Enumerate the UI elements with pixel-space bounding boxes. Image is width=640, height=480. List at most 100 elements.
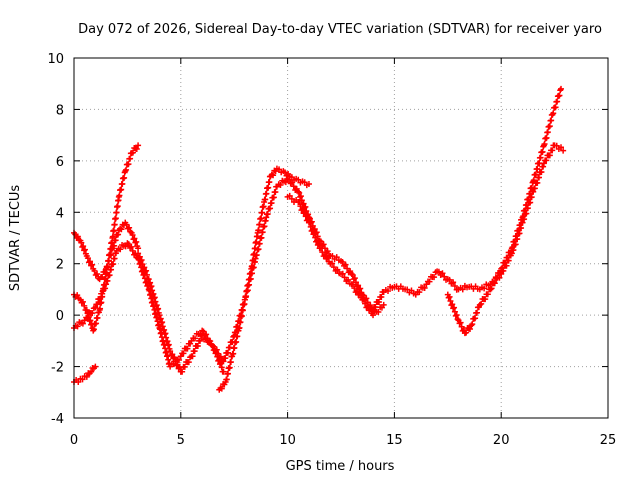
interp-point [218,364,225,371]
interp-point [239,307,246,314]
interp-point [192,335,199,342]
interp-point [539,148,546,155]
interp-point [234,333,241,340]
interp-point [111,221,118,228]
interp-point [540,163,547,170]
interp-point [313,237,320,244]
interp-point [282,179,289,186]
interp-point [544,129,551,136]
data-point [199,332,206,339]
interp-point [314,242,321,248]
interp-point [378,294,385,300]
x-tick-label: 5 [177,433,185,448]
interp-point [360,296,367,303]
interp-point [488,285,495,292]
interp-point [105,257,112,264]
interp-point [534,165,541,172]
interp-point [213,349,220,356]
interp-point [184,345,191,352]
interp-point [302,213,309,220]
series-satellite-track-g [284,192,387,319]
interp-point [242,293,249,300]
interp-point [106,251,113,258]
interp-point [513,233,520,240]
interp-point [527,199,534,206]
interp-point [237,319,244,326]
chart-title: Day 072 of 2026, Sidereal Day-to-day VTE… [78,22,602,37]
interp-point [329,260,336,267]
interp-point [74,323,81,330]
series-satellite-track-h [444,85,565,337]
interp-point [309,227,316,234]
series-satellite-track-c [71,142,142,334]
interp-point [128,243,135,250]
interp-point [189,353,196,360]
interp-point [133,145,140,152]
interp-point [528,194,535,201]
interp-point [249,257,256,264]
interp-point [129,149,136,156]
interp-point [90,326,97,333]
interp-point [446,293,453,300]
interp-point [78,239,85,246]
interp-point [176,357,183,363]
interp-point [497,269,504,276]
interp-point [528,184,535,191]
interp-point [125,161,132,168]
interp-point [253,239,260,246]
interp-point [111,255,118,262]
interp-point [454,316,461,323]
interp-point [450,305,457,312]
interp-point [168,352,175,359]
interp-point [231,344,238,351]
interp-point [123,166,130,173]
interp-point [463,329,470,336]
interp-point [170,355,177,362]
interp-point [261,223,268,230]
data-point [135,245,142,252]
interp-point [265,184,272,191]
interp-point [87,258,94,265]
data-point [135,250,142,257]
interp-point [224,349,231,356]
interp-point [543,134,550,141]
interp-point [116,192,123,199]
interp-point [249,263,256,270]
interp-point [109,233,116,240]
interp-point [375,309,382,315]
interp-point [535,174,542,181]
interp-point [525,196,532,203]
y-tick-label: -2 [51,361,64,376]
interp-point [426,278,433,285]
interp-point [503,262,510,269]
interp-point [548,117,555,124]
data-point [305,181,312,187]
interp-point [206,337,213,344]
data-point [92,304,99,311]
interp-point [473,309,480,316]
data-point [209,343,216,349]
interp-point [79,298,86,305]
interp-point [311,230,318,237]
interp-point [552,104,559,111]
interp-point [121,174,128,181]
interp-point [339,258,346,265]
data-point [263,214,270,221]
interp-point [350,281,357,288]
series-satellite-track-f [216,165,312,393]
interp-point [281,169,288,176]
interp-point [264,211,271,218]
interp-point [268,200,275,206]
interp-point [451,283,458,289]
interp-point [288,195,295,202]
interp-point [181,363,188,370]
interp-point [541,141,548,148]
interp-point [499,264,506,271]
interp-point [297,194,304,200]
interp-point [511,238,518,245]
interp-point [112,237,119,244]
interp-point [536,160,543,167]
interp-point [538,168,545,175]
data-point [498,265,505,272]
interp-point [491,280,498,287]
